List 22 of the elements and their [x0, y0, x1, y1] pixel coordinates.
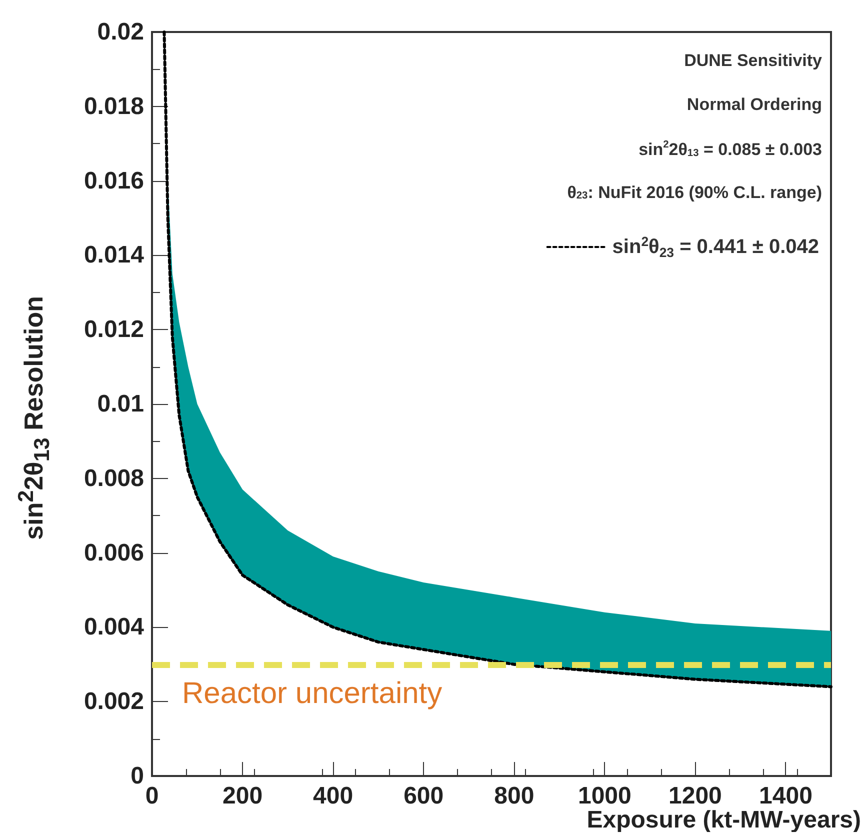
annotation: θ23: NuFit 2016 (90% C.L. range) — [567, 183, 822, 202]
y-tick-label: 0.014 — [84, 242, 145, 269]
x-tick-label: 200 — [222, 782, 263, 810]
y-tick-label: 0.01 — [97, 390, 144, 418]
annotation: Normal Ordering — [686, 95, 822, 114]
x-tick-label: 1200 — [668, 782, 722, 810]
y-tick-label: 0.016 — [84, 167, 144, 194]
x-tick-label: 800 — [494, 782, 534, 810]
x-tick-label: 1400 — [759, 782, 812, 810]
x-tick-label: 1000 — [578, 782, 632, 810]
y-tick-label: 0.006 — [84, 539, 144, 566]
annotation: DUNE Sensitivity — [684, 51, 823, 70]
y-tick-label: 0.02 — [97, 18, 144, 46]
y-tick-label: 0.012 — [84, 316, 144, 344]
ref-line-label: Reactor uncertainty — [182, 676, 442, 710]
y-tick-label: 0.018 — [84, 92, 144, 120]
y-tick-label: 0.008 — [84, 464, 144, 492]
y-tick-label: 0 — [130, 762, 144, 790]
x-tick-label: 400 — [313, 782, 354, 810]
y-tick-label: 0.002 — [84, 688, 144, 716]
x-tick-label: 600 — [404, 782, 444, 810]
y-tick-label: 0.004 — [84, 614, 145, 641]
